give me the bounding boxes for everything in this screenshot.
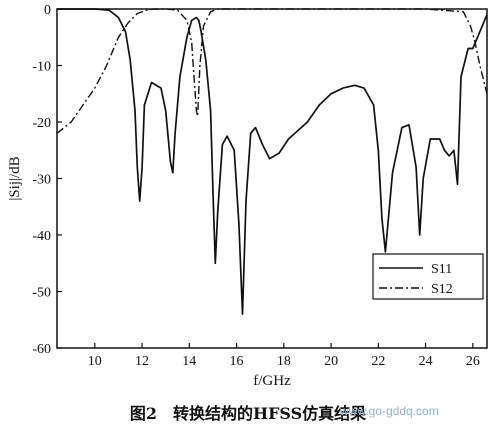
x-tick-label: 10 <box>88 354 102 369</box>
legend: S11 S12 <box>372 253 484 300</box>
y-axis-label: |Sij|/dB <box>7 156 23 200</box>
y-tick-label: -50 <box>32 286 51 301</box>
x-tick-label: 16 <box>230 354 244 369</box>
y-tick-label: -60 <box>32 342 51 357</box>
figure-caption: 图2 转换结构的HFSS仿真结果 <box>129 404 367 423</box>
x-tick-label: 20 <box>324 354 338 369</box>
ticks-layer: 10 12 14 16 18 20 22 24 26 0 -10 -20 -30 -40 -50 -60 <box>32 3 479 369</box>
legend-label-s12: S12 <box>431 282 453 297</box>
chart-svg: 10 12 14 16 18 20 22 24 26 0 -10 -20 -30 -40 -50 -60 S1… <box>7 3 488 389</box>
series-line-s11 <box>57 8 488 315</box>
x-tick-label: 14 <box>182 354 196 369</box>
legend-box <box>372 253 484 300</box>
plot-frame <box>56 8 488 349</box>
y-tick-label: -10 <box>32 60 51 75</box>
x-tick-label: 22 <box>371 354 385 369</box>
y-tick-label: -20 <box>32 116 51 131</box>
watermark: www.go-gddq.com <box>340 404 439 418</box>
x-tick-label: 12 <box>135 354 149 369</box>
x-axis-label: f/GHz <box>253 373 291 389</box>
x-tick-label: 24 <box>419 354 433 369</box>
y-tick-label: -40 <box>32 229 51 244</box>
series-line-s12 <box>56 8 488 134</box>
x-tick-label: 26 <box>466 354 480 369</box>
y-tick-label: -30 <box>32 173 51 188</box>
y-tick-label: 0 <box>44 3 51 18</box>
x-tick-label: 18 <box>277 354 291 369</box>
legend-label-s11: S11 <box>431 262 452 277</box>
